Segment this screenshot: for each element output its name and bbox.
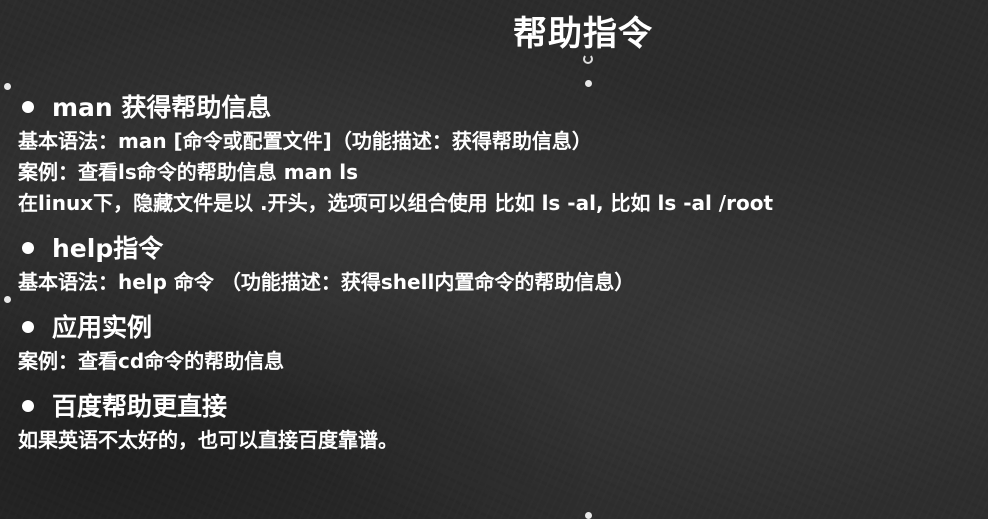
section-help: help指令 基本语法：help 命令 （功能描述：获得shell内置命令的帮助… (18, 231, 984, 298)
section-heading-text: 百度帮助更直接 (52, 392, 228, 421)
resize-handle-bottom-icon[interactable] (585, 512, 592, 519)
slide-body-textbox[interactable]: man 获得帮助信息 基本语法：man [命令或配置文件]（功能描述：获得帮助信… (18, 90, 984, 468)
section-example: 应用实例 案例：查看cd命令的帮助信息 (18, 310, 984, 377)
body-line: 案例：查看ls命令的帮助信息 man ls (18, 160, 359, 184)
section-heading-text: man 获得帮助信息 (52, 93, 272, 122)
resize-handle-top-icon[interactable] (585, 80, 592, 87)
section-heading: help指令 (18, 231, 984, 267)
body-line: 案例：查看cd命令的帮助信息 (18, 349, 285, 373)
resize-handle-top-left-icon[interactable] (4, 83, 11, 90)
body-line: 基本语法：help 命令 （功能描述：获得shell内置命令的帮助信息） (18, 270, 635, 294)
section-heading: 应用实例 (18, 310, 984, 346)
section-man: man 获得帮助信息 基本语法：man [命令或配置文件]（功能描述：获得帮助信… (18, 90, 984, 219)
body-line: 在linux下，隐藏文件是以 .开头，选项可以组合使用 比如 ls -al, 比… (18, 191, 774, 215)
section-heading: 百度帮助更直接 (18, 389, 984, 425)
body-line: 如果英语不太好的，也可以直接百度靠谱。 (18, 428, 398, 452)
bullet-icon (22, 321, 34, 333)
section-heading-text: help指令 (52, 234, 164, 263)
section-heading: man 获得帮助信息 (18, 90, 984, 126)
rotate-handle-icon[interactable] (583, 54, 593, 64)
body-line: 基本语法：man [命令或配置文件]（功能描述：获得帮助信息） (18, 129, 592, 153)
section-baidu: 百度帮助更直接 如果英语不太好的，也可以直接百度靠谱。 (18, 389, 984, 456)
bullet-icon (22, 242, 34, 254)
bullet-icon (22, 101, 34, 113)
section-heading-text: 应用实例 (52, 313, 153, 342)
bullet-icon (22, 400, 34, 412)
slide-title: 帮助指令 (513, 14, 653, 54)
resize-handle-left-icon[interactable] (4, 296, 11, 303)
